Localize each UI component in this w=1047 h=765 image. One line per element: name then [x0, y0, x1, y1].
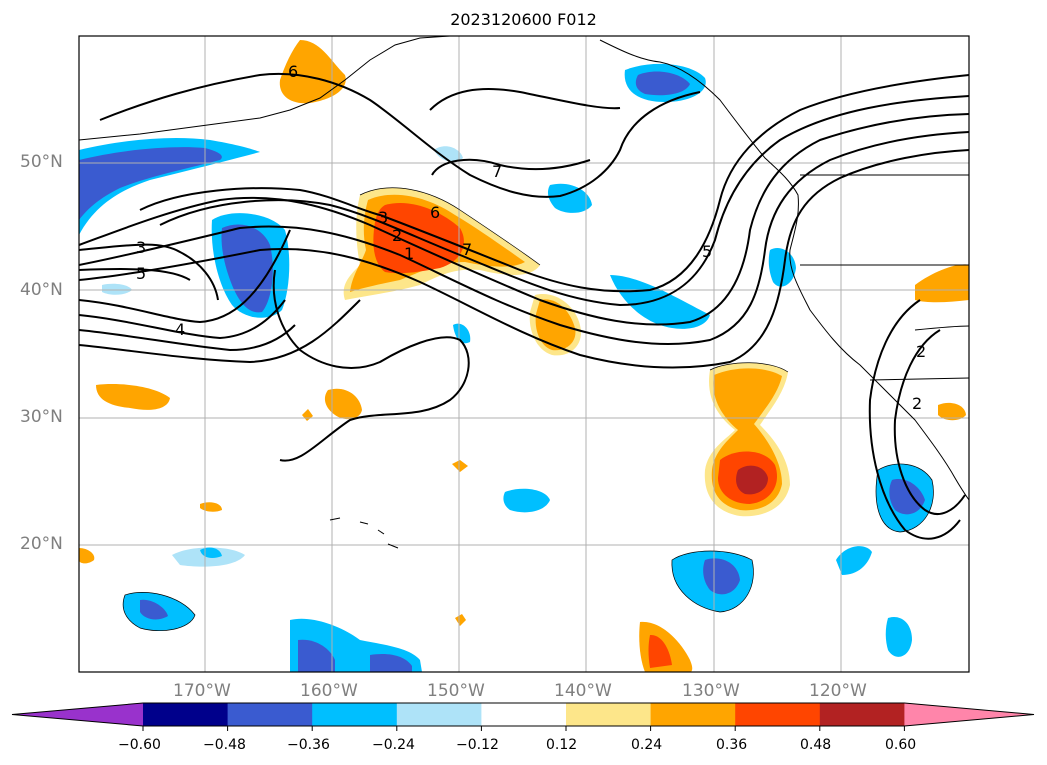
- colorbar-tick-label: −0.12: [456, 737, 499, 753]
- lat-label: 30°N: [20, 407, 63, 427]
- colorbar-swatch: [735, 703, 821, 726]
- contour-label: 3: [136, 238, 147, 257]
- colorbar-tick-label: 0.48: [800, 737, 832, 753]
- colorbar-tick-label: 0.60: [885, 737, 917, 753]
- colorbar-extend-left: [12, 703, 143, 726]
- colorbar-swatch: [312, 703, 398, 726]
- colorbar-tick-label: 0.12: [546, 737, 578, 753]
- contour-label: 2: [916, 342, 927, 361]
- colorbar-tick-label: 0.24: [631, 737, 663, 753]
- colorbar-swatch: [227, 703, 313, 726]
- line-contours: [79, 72, 969, 540]
- lon-label: 130°W: [682, 681, 740, 701]
- lat-label: 50°N: [20, 152, 63, 172]
- colorbar-tick-label: 0.36: [716, 737, 748, 753]
- lat-label: 40°N: [20, 280, 63, 300]
- lon-label: 160°W: [300, 681, 358, 701]
- graticule: [79, 36, 969, 672]
- contour-label: 5: [702, 242, 713, 261]
- lon-label: 170°W: [173, 681, 231, 701]
- thin-contours: [122, 187, 934, 631]
- contour-label: 2: [392, 226, 403, 245]
- colorbar-swatch: [143, 703, 229, 726]
- contour-label: 3: [378, 208, 389, 227]
- colorbar-swatch: [481, 703, 567, 726]
- colorbar-tick-label: −0.24: [372, 737, 415, 753]
- lon-label: 140°W: [554, 681, 612, 701]
- contour-label: 5: [136, 264, 147, 283]
- contour-label: 7: [492, 162, 503, 181]
- colorbar-tick-label: −0.60: [118, 737, 161, 753]
- contour-label: 2: [912, 394, 923, 413]
- lat-label: 20°N: [20, 534, 63, 554]
- colorbar-tick-label: −0.36: [287, 737, 330, 753]
- contour-label: 7: [462, 240, 473, 259]
- colorbar-swatch: [819, 703, 905, 726]
- map-title: 2023120600 F012: [450, 10, 597, 29]
- map-area: [79, 36, 969, 672]
- coastlines: [79, 36, 969, 549]
- colorbar-swatch: [396, 703, 482, 726]
- colorbar-swatch: [650, 703, 736, 726]
- lon-label: 120°W: [809, 681, 867, 701]
- colorbar-extend-right: [904, 703, 1034, 726]
- contour-label: 4: [175, 320, 186, 339]
- contour-label: 6: [430, 203, 441, 222]
- colorbar: [11, 702, 1035, 731]
- lon-label: 150°W: [427, 681, 485, 701]
- contour-label: 6: [288, 62, 299, 81]
- colorbar-tick-label: −0.48: [203, 737, 246, 753]
- colorbar-swatch: [566, 703, 652, 726]
- contour-label: 1: [404, 244, 415, 263]
